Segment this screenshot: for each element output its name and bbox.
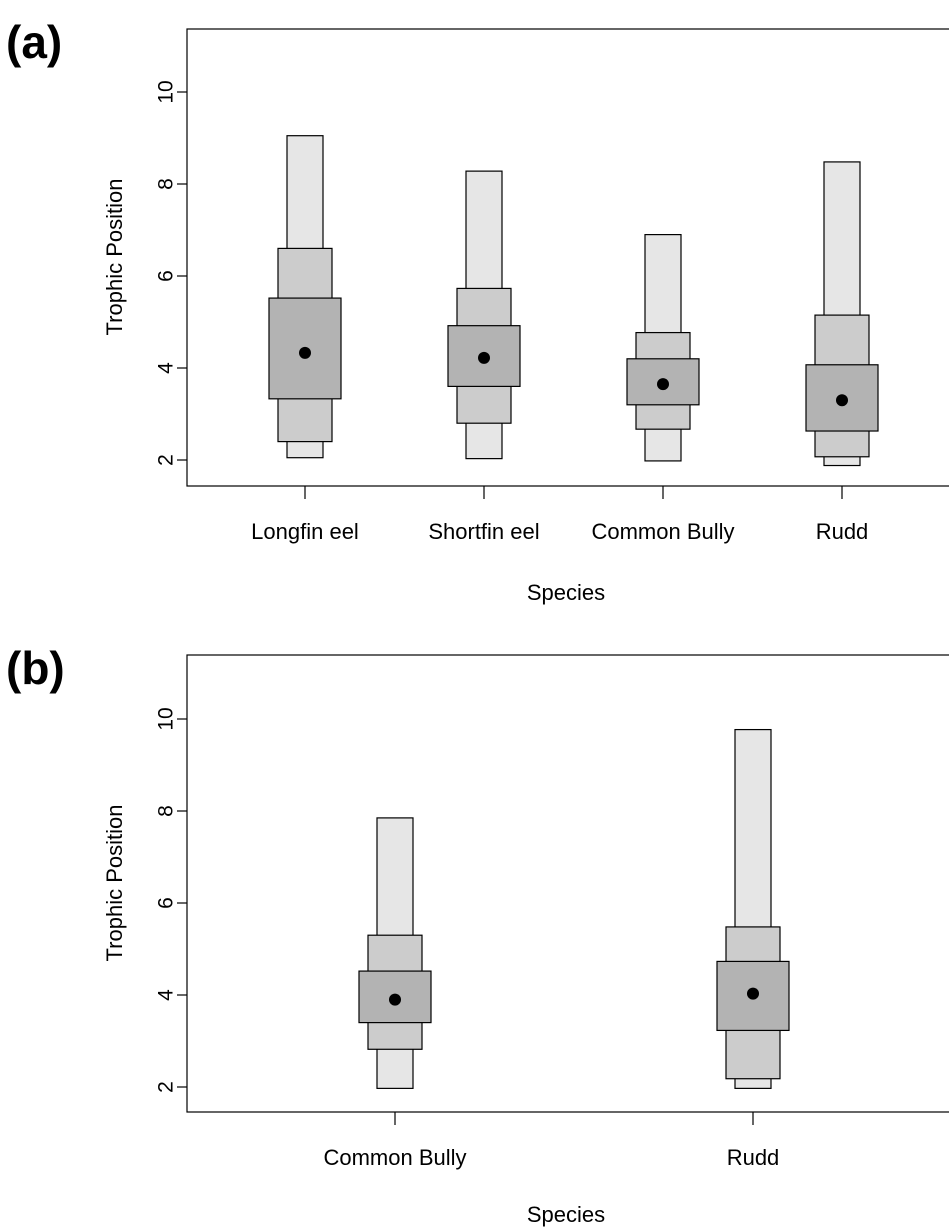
- x-tick-label: Common Bully: [591, 519, 734, 544]
- x-tick-label: Shortfin eel: [428, 519, 539, 544]
- plot-frame: [186, 28, 949, 487]
- panel-a: (a) 2 4 6 8 10 Longfin eel Shortfin eel Common …: [6, 16, 949, 605]
- x-tick-label: Rudd: [727, 1145, 780, 1170]
- mode-point: [478, 351, 490, 364]
- x-tick-label: Longfin eel: [251, 519, 359, 544]
- mode-point: [747, 987, 759, 1000]
- y-axis-title-a: Trophic Position: [102, 179, 127, 336]
- y-tick-label: 2: [154, 454, 177, 466]
- mode-point: [836, 394, 848, 407]
- y-tick-label: 6: [154, 270, 177, 282]
- x-tick-label: Common Bully: [323, 1145, 466, 1170]
- y-tick-label: 4: [154, 362, 177, 374]
- y-tick-label: 8: [154, 178, 177, 190]
- mode-point: [389, 993, 401, 1006]
- plot-area-a: 2 4 6 8 10 Longfin eel Shortfin eel Common Bull…: [154, 28, 949, 544]
- y-axis-title-b: Trophic Position: [102, 805, 127, 962]
- y-tick-label: 10: [154, 707, 177, 730]
- panel-a-label: (a): [6, 16, 62, 68]
- x-tick-label: Rudd: [816, 519, 869, 544]
- y-tick-label: 8: [154, 805, 177, 817]
- panel-b-label: (b): [6, 642, 65, 694]
- plot-frame: [186, 654, 949, 1113]
- y-tick-label: 2: [154, 1081, 177, 1093]
- interval-50-box: [626, 358, 700, 406]
- mode-point: [657, 378, 669, 391]
- panel-b: (b) 2 4 6 8 10 Common Bully Rudd Species Troph…: [6, 642, 949, 1227]
- plot-area-b: 2 4 6 8 10 Common Bully Rudd: [154, 654, 949, 1170]
- x-axis-title-b: Species: [527, 1202, 605, 1227]
- y-tick-label: 4: [154, 989, 177, 1001]
- y-tick-label: 10: [154, 80, 177, 103]
- mode-point: [299, 346, 311, 359]
- x-axis-title-a: Species: [527, 580, 605, 605]
- y-tick-label: 6: [154, 897, 177, 909]
